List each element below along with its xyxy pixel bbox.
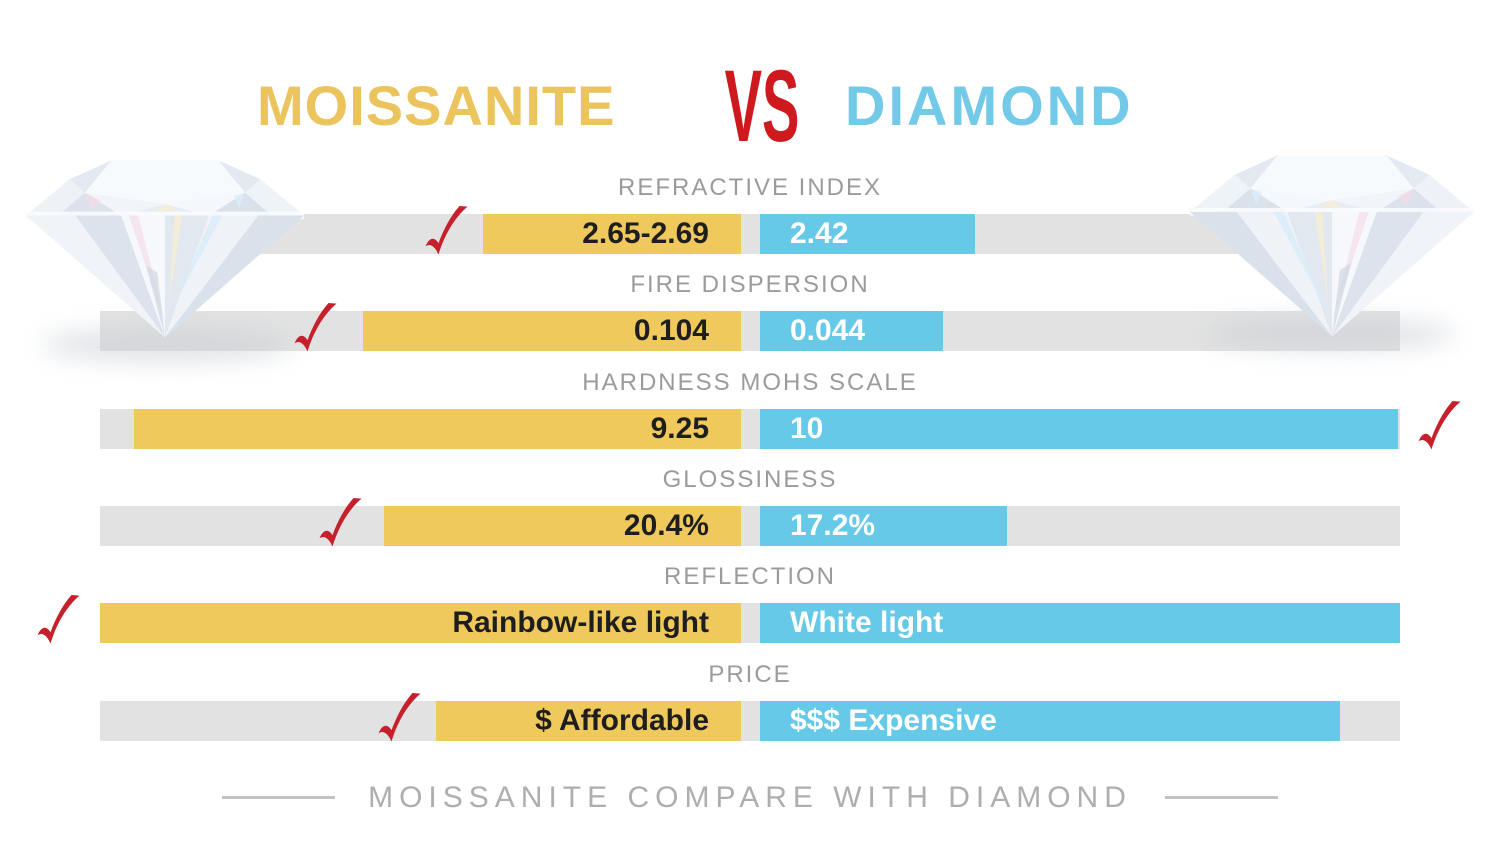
check-icon xyxy=(319,498,362,547)
bar-track: $ Affordable $$$ Expensive xyxy=(100,701,1400,741)
moissanite-bar: 20.4% xyxy=(384,506,741,546)
moissanite-bar: Rainbow-like light xyxy=(100,603,741,643)
comparison-row-reflection: REFLECTION Rainbow-like light White ligh… xyxy=(0,557,1500,649)
footer-divider-right xyxy=(1165,796,1278,799)
check-icon xyxy=(1418,401,1461,450)
check-icon xyxy=(425,206,468,255)
row-label: GLOSSINESS xyxy=(662,466,838,493)
comparison-row-glossiness: GLOSSINESS 20.4% 17.2% xyxy=(0,460,1500,552)
footer-caption: MOISSANITE COMPARE WITH DIAMOND xyxy=(368,781,1132,814)
title-diamond: DIAMOND xyxy=(845,74,1134,137)
row-label: PRICE xyxy=(708,661,792,688)
check-icon xyxy=(294,303,337,352)
row-label: FIRE DISPERSION xyxy=(630,271,870,298)
bar-track: Rainbow-like light White light xyxy=(100,603,1400,643)
comparison-row-hardness: HARDNESS MOHS SCALE 9.25 10 xyxy=(0,363,1500,455)
diamond-image-left xyxy=(25,160,305,338)
bar-track: 9.25 10 xyxy=(100,409,1400,449)
title-vs: VS xyxy=(724,49,800,163)
comparison-row-price: PRICE $ Affordable $$$ Expensive xyxy=(0,655,1500,747)
diamond-bar: 17.2% xyxy=(760,506,1007,546)
diamond-bar: 0.044 xyxy=(760,311,943,351)
bar-track: 2.65-2.69 2.42 xyxy=(100,214,1400,254)
moissanite-bar: 2.65-2.69 xyxy=(483,214,741,254)
moissanite-bar: $ Affordable xyxy=(436,701,741,741)
diamond-image-right xyxy=(1189,155,1475,337)
diamond-bar: White light xyxy=(760,603,1400,643)
row-label: HARDNESS MOHS SCALE xyxy=(582,369,918,396)
diamond-bar: 2.42 xyxy=(760,214,975,254)
bar-track: 0.104 0.044 xyxy=(100,311,1400,351)
check-icon xyxy=(37,595,80,644)
diamond-bar: $$$ Expensive xyxy=(760,701,1340,741)
check-icon xyxy=(378,693,421,742)
diamond-bar: 10 xyxy=(760,409,1398,449)
moissanite-bar: 9.25 xyxy=(134,409,741,449)
row-label: REFLECTION xyxy=(663,563,836,590)
bar-track: 20.4% 17.2% xyxy=(100,506,1400,546)
title-moissanite: MOISSANITE xyxy=(257,74,616,137)
moissanite-bar: 0.104 xyxy=(363,311,741,351)
comparison-row-refractive-index: REFRACTIVE INDEX 2.65-2.69 2.42 xyxy=(0,168,1500,260)
footer-divider-left xyxy=(222,796,335,799)
comparison-row-fire-dispersion: FIRE DISPERSION 0.104 0.044 xyxy=(0,265,1500,357)
row-label: REFRACTIVE INDEX xyxy=(617,174,883,201)
